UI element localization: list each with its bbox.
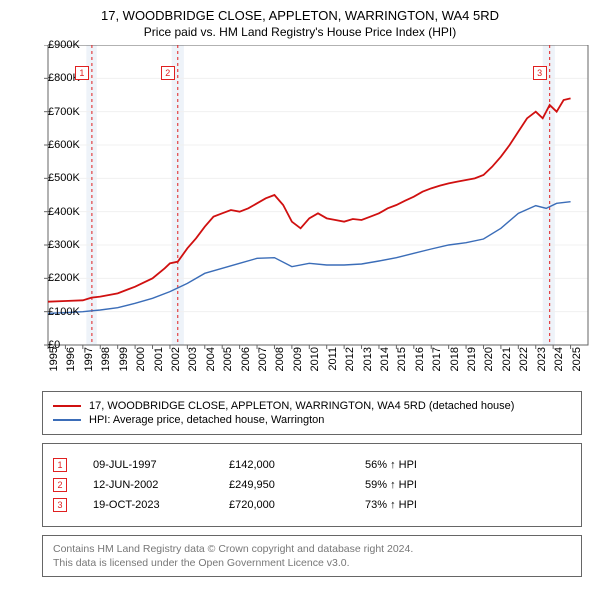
x-tick-label: 2000 <box>135 347 147 371</box>
sale-date: 09-JUL-1997 <box>93 459 213 471</box>
x-tick-label: 2016 <box>414 347 426 371</box>
chart-area: £0£100K£200K£300K£400K£500K£600K£700K£80… <box>8 45 592 375</box>
x-tick-label: 2025 <box>571 347 583 371</box>
x-tick-label: 1997 <box>83 347 95 371</box>
sale-price: £720,000 <box>229 499 349 511</box>
legend-label: HPI: Average price, detached house, Warr… <box>89 414 324 426</box>
x-tick-label: 2015 <box>396 347 408 371</box>
x-tick-label: 2004 <box>205 347 217 371</box>
x-tick-label: 2011 <box>327 347 339 371</box>
sale-marker-1: 1 <box>75 66 89 80</box>
attribution-line: Contains HM Land Registry data © Crown c… <box>53 542 571 556</box>
x-tick-label: 2007 <box>257 347 269 371</box>
x-tick-label: 2021 <box>501 347 513 371</box>
x-tick-label: 2024 <box>553 347 565 371</box>
legend: 17, WOODBRIDGE CLOSE, APPLETON, WARRINGT… <box>42 391 582 435</box>
attribution: Contains HM Land Registry data © Crown c… <box>42 535 582 577</box>
x-tick-label: 2017 <box>431 347 443 371</box>
sale-delta: 56% ↑ HPI <box>365 459 485 471</box>
chart-title: 17, WOODBRIDGE CLOSE, APPLETON, WARRINGT… <box>8 8 592 23</box>
x-tick-label: 1995 <box>48 347 60 371</box>
x-tick-label: 2014 <box>379 347 391 371</box>
sale-row-marker: 1 <box>53 458 67 472</box>
x-tick-label: 2022 <box>518 347 530 371</box>
legend-swatch <box>53 405 81 407</box>
sales-table: 1 09-JUL-1997 £142,000 56% ↑ HPI 2 12-JUN-200… <box>42 443 582 527</box>
sale-row: 1 09-JUL-1997 £142,000 56% ↑ HPI <box>53 458 571 472</box>
sale-price: £249,950 <box>229 479 349 491</box>
x-tick-label: 1996 <box>65 347 77 371</box>
sale-delta: 73% ↑ HPI <box>365 499 485 511</box>
sale-marker-3: 3 <box>533 66 547 80</box>
sale-row-marker: 3 <box>53 498 67 512</box>
sale-marker-2: 2 <box>161 66 175 80</box>
x-tick-label: 2019 <box>466 347 478 371</box>
x-tick-label: 2003 <box>187 347 199 371</box>
sale-date: 19-OCT-2023 <box>93 499 213 511</box>
legend-item: 17, WOODBRIDGE CLOSE, APPLETON, WARRINGT… <box>53 400 571 412</box>
x-tick-label: 2005 <box>222 347 234 371</box>
x-tick-label: 2018 <box>449 347 461 371</box>
sale-delta: 59% ↑ HPI <box>365 479 485 491</box>
sale-row-marker: 2 <box>53 478 67 492</box>
x-tick-label: 2013 <box>362 347 374 371</box>
x-tick-label: 2008 <box>274 347 286 371</box>
x-tick-label: 2012 <box>344 347 356 371</box>
attribution-line: This data is licensed under the Open Gov… <box>53 556 571 570</box>
x-tick-label: 2009 <box>292 347 304 371</box>
chart-subtitle: Price paid vs. HM Land Registry's House … <box>8 25 592 39</box>
legend-label: 17, WOODBRIDGE CLOSE, APPLETON, WARRINGT… <box>89 400 514 412</box>
x-tick-label: 2006 <box>240 347 252 371</box>
x-tick-label: 2002 <box>170 347 182 371</box>
chart-svg <box>8 45 592 375</box>
x-tick-label: 2001 <box>153 347 165 371</box>
x-tick-label: 1999 <box>118 347 130 371</box>
x-tick-label: 1998 <box>100 347 112 371</box>
legend-item: HPI: Average price, detached house, Warr… <box>53 414 571 426</box>
legend-swatch <box>53 419 81 421</box>
x-tick-label: 2010 <box>309 347 321 371</box>
x-tick-label: 2020 <box>483 347 495 371</box>
x-tick-label: 2023 <box>536 347 548 371</box>
sale-price: £142,000 <box>229 459 349 471</box>
sale-row: 2 12-JUN-2002 £249,950 59% ↑ HPI <box>53 478 571 492</box>
sale-row: 3 19-OCT-2023 £720,000 73% ↑ HPI <box>53 498 571 512</box>
sale-date: 12-JUN-2002 <box>93 479 213 491</box>
